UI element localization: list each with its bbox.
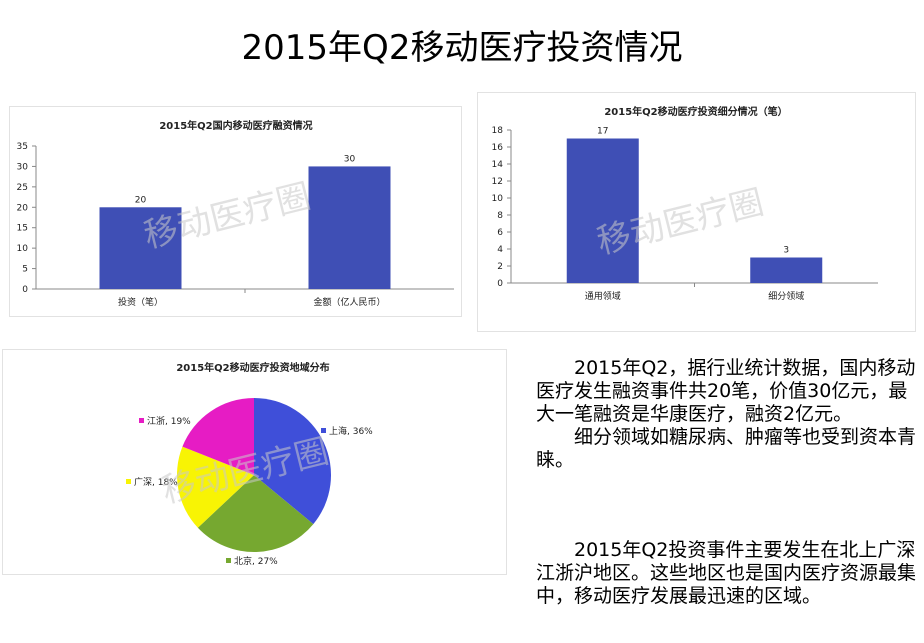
pie-slice-上海 bbox=[254, 398, 331, 525]
pie-legend-swatch bbox=[321, 428, 326, 433]
bar bbox=[99, 207, 182, 289]
pie-legend-swatch bbox=[126, 479, 131, 484]
segment-bar-chart: 2015年Q2移动医疗投资细分情况（笔） 0 2 4 6 8 10 12 14 16 18 17 通用领… bbox=[492, 105, 878, 302]
y-tick-label: 0 bbox=[497, 279, 503, 289]
chart-panel-segment: 2015年Q2移动医疗投资细分情况（笔） 0 2 4 6 8 10 12 14 16 18 17 通用领… bbox=[477, 92, 916, 332]
region-text: 2015年Q2投资事件主要发生在北上广深江浙沪地区。这些地区也是国内医疗资源最集… bbox=[536, 539, 916, 608]
pie-data-label: 北京, 27% bbox=[234, 555, 278, 567]
y-tick-label: 8 bbox=[497, 211, 503, 221]
y-tick-label: 15 bbox=[17, 224, 28, 234]
bar bbox=[750, 257, 823, 283]
y-tick-label: 0 bbox=[22, 285, 28, 295]
summary-paragraph-3: 2015年Q2投资事件主要发生在北上广深江浙沪地区。这些地区也是国内医疗资源最集… bbox=[536, 539, 917, 607]
pie-slice-广深 bbox=[177, 446, 254, 528]
slide-title: 2015年Q2移动医疗投资情况 bbox=[241, 28, 683, 68]
watermark: 移动医疗圈 bbox=[140, 176, 315, 256]
data-label: 20 bbox=[135, 195, 147, 205]
y-tick-label: 18 bbox=[492, 126, 504, 136]
pie-legend-swatch bbox=[139, 418, 144, 423]
data-label: 30 bbox=[344, 154, 356, 164]
pie-data-label: 广深, 18% bbox=[134, 476, 178, 488]
y-tick-label: 6 bbox=[497, 228, 503, 238]
y-tick-label: 30 bbox=[17, 162, 29, 172]
pie-legend-swatch bbox=[226, 558, 231, 563]
data-label: 3 bbox=[783, 246, 789, 256]
data-label: 17 bbox=[597, 127, 608, 137]
financing-bar-chart: 2015年Q2国内移动医疗融资情况 0 5 10 15 20 25 30 35 20 投资（笔） 30… bbox=[17, 119, 454, 308]
chart-panel-region: 2015年Q2移动医疗投资地域分布上海, 36% 北京, 27% 广深, 18% 江浙… bbox=[2, 349, 507, 575]
x-tick-label: 投资（笔） bbox=[118, 296, 163, 308]
y-tick-label: 10 bbox=[17, 244, 29, 254]
x-tick-label: 金额（亿人民币） bbox=[313, 296, 385, 308]
bar bbox=[308, 166, 391, 289]
pie-data-label: 江浙, 19% bbox=[147, 415, 191, 427]
pie-data-label: 上海, 36% bbox=[329, 425, 373, 437]
bar bbox=[566, 138, 639, 283]
chart-title: 2015年Q2国内移动医疗融资情况 bbox=[159, 119, 312, 132]
y-tick-label: 16 bbox=[492, 143, 504, 153]
chart-title: 2015年Q2移动医疗投资地域分布 bbox=[176, 361, 329, 374]
summary-text: 2015年Q2，据行业统计数据，国内移动医疗发生融资事件共20笔，价值30亿元，… bbox=[536, 357, 916, 472]
y-tick-label: 5 bbox=[22, 265, 28, 275]
y-tick-label: 4 bbox=[497, 245, 503, 255]
y-tick-label: 12 bbox=[492, 177, 503, 187]
pie-slice-江浙 bbox=[182, 398, 254, 475]
y-tick-label: 20 bbox=[17, 203, 29, 213]
y-tick-label: 35 bbox=[17, 142, 28, 152]
x-tick-label: 通用领域 bbox=[585, 290, 621, 302]
chart-panel-financing: 2015年Q2国内移动医疗融资情况 0 5 10 15 20 25 30 35 20 投资（笔） 30… bbox=[9, 106, 462, 317]
chart-title: 2015年Q2移动医疗投资细分情况（笔） bbox=[604, 105, 787, 118]
pie-slice-北京 bbox=[197, 475, 314, 552]
summary-paragraph-1: 2015年Q2，据行业统计数据，国内移动医疗发生融资事件共20笔，价值30亿元，… bbox=[536, 357, 916, 425]
summary-paragraph-2: 细分领域如糖尿病、肿瘤等也受到资本青睐。 bbox=[536, 426, 917, 471]
y-tick-label: 14 bbox=[492, 160, 504, 170]
x-tick-label: 细分领域 bbox=[768, 290, 804, 302]
y-tick-label: 25 bbox=[17, 183, 28, 193]
y-tick-label: 10 bbox=[492, 194, 504, 204]
y-tick-label: 2 bbox=[497, 262, 503, 272]
